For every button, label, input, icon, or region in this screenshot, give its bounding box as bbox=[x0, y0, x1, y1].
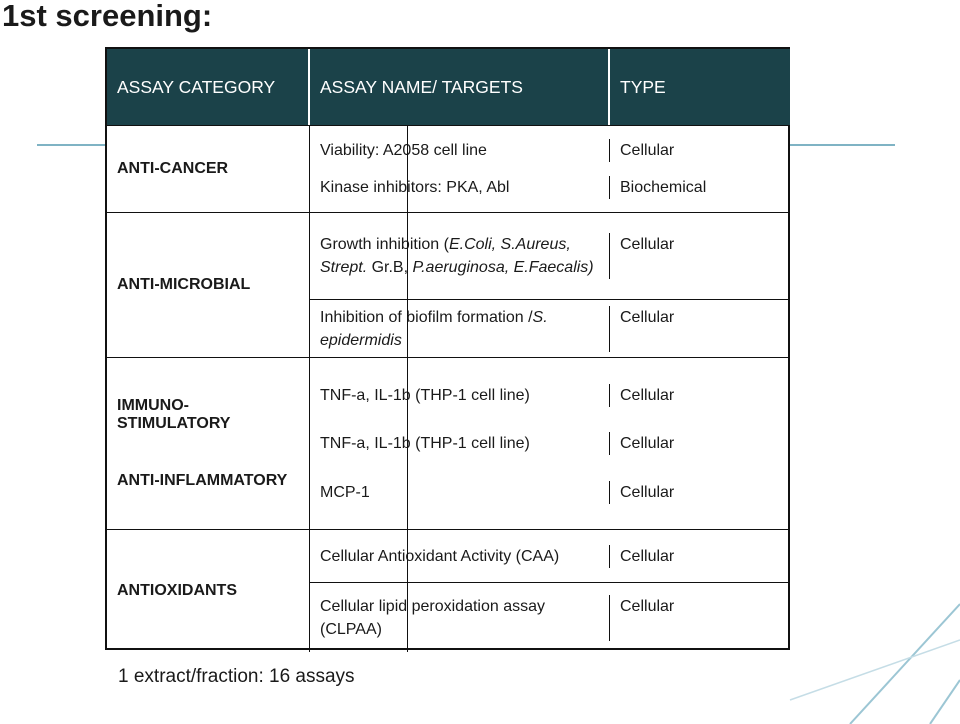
assay-type: Cellular bbox=[620, 547, 675, 565]
assay-name: TNF-a, IL-1b (THP-1 cell line) bbox=[310, 432, 610, 455]
header-cell: ASSAY NAME/ TARGETS bbox=[310, 49, 610, 125]
header-cell: TYPE bbox=[610, 49, 790, 125]
assay-name: Inhibition of biofilm formation /S. epid… bbox=[310, 305, 610, 352]
text-segment: P.aeruginosa, E.Faecalis) bbox=[412, 259, 594, 276]
assay-line: TNF-a, IL-1b (THP-1 cell line) Cellular bbox=[310, 383, 790, 407]
text-segment: Inhibition of biofilm formation / bbox=[320, 308, 533, 326]
deco-line bbox=[929, 679, 960, 724]
assay-name: Kinase inhibitors: PKA, Abl bbox=[310, 175, 610, 199]
title: 1st screening: bbox=[2, 0, 213, 33]
text-segment: Cellular Antioxidant Activity (CAA) bbox=[320, 547, 560, 565]
footer: 1 extract/fraction: 16 assays bbox=[118, 666, 355, 687]
category: ANTI-CANCER bbox=[117, 160, 229, 177]
assay-line: Kinase inhibitors: PKA, Abl Biochemical bbox=[310, 175, 790, 199]
header-cell: ASSAY CATEGORY bbox=[107, 49, 310, 125]
assay-name: MCP-1 bbox=[310, 480, 610, 504]
category-cell: ANTIOXIDANTS bbox=[107, 529, 310, 652]
text-segment: E.Coli, S.Aureus, Strept. bbox=[320, 236, 571, 276]
assay-line: Cellular Antioxidant Activity (CAA) Cellu… bbox=[310, 544, 790, 568]
assay-type: Cellular bbox=[620, 142, 675, 160]
column-divider bbox=[407, 582, 408, 652]
text-segment: S. epidermidis bbox=[320, 308, 548, 349]
category: ANTI-MICROBIAL bbox=[117, 276, 251, 293]
assay-line: Inhibition of biofilm formation /S. epid… bbox=[310, 305, 790, 352]
assay-row: Growth inhibition (E.Coli, S.Aureus, Str… bbox=[310, 212, 790, 299]
assay-type: Cellular bbox=[620, 483, 675, 501]
assay-type: Cellular bbox=[620, 308, 675, 326]
column-divider bbox=[407, 357, 408, 529]
category: ANTIOXIDANTS bbox=[117, 582, 237, 599]
deco-line bbox=[789, 639, 960, 701]
category-cell: IMMUNO-STIMULATORY ANTI-INFLAMMATORY bbox=[107, 357, 310, 529]
assay-line: MCP-1 Cellular bbox=[310, 480, 790, 504]
text-segment: Gr.B, bbox=[367, 259, 413, 276]
assay-name: Cellular lipid peroxidation assay (CLPAA… bbox=[310, 594, 610, 641]
category: IMMUNO-STIMULATORY bbox=[117, 397, 231, 432]
assay-type: Cellular bbox=[620, 597, 675, 615]
category-cell: ANTI-CANCER bbox=[107, 125, 310, 212]
assay-name: Cellular Antioxidant Activity (CAA) bbox=[310, 544, 610, 568]
assay-line: Growth inhibition (E.Coli, S.Aureus, Str… bbox=[310, 233, 790, 279]
assay-line: Cellular lipid peroxidation assay (CLPAA… bbox=[310, 594, 790, 641]
assay-row: Inhibition of biofilm formation /S. epid… bbox=[310, 299, 790, 357]
text-segment: Kinase inhibitors: PKA, Abl bbox=[320, 178, 510, 196]
text-segment: Viability: A2058 cell line bbox=[320, 142, 487, 160]
assay-row: Cellular Antioxidant Activity (CAA) Cellu… bbox=[310, 529, 790, 582]
deco-line bbox=[849, 603, 960, 724]
column-divider bbox=[407, 299, 408, 357]
assay-line: Viability: A2058 cell line Cellular bbox=[310, 139, 790, 163]
column-divider bbox=[407, 125, 408, 212]
assay-type: Cellular bbox=[620, 435, 675, 452]
assay-row: Cellular lipid peroxidation assay (CLPAA… bbox=[310, 582, 790, 652]
assay-row: TNF-a, IL-1b (THP-1 cell line) Cellular TN… bbox=[310, 357, 790, 529]
text-segment: MCP-1 bbox=[320, 483, 370, 501]
category: ANTI-INFLAMMATORY bbox=[117, 472, 288, 489]
text-segment: Cellular lipid peroxidation assay (CLPAA… bbox=[320, 597, 546, 638]
text-segment: TNF-a, IL-1b (THP-1 cell line) bbox=[320, 435, 530, 452]
assay-name: Growth inhibition (E.Coli, S.Aureus, Str… bbox=[310, 233, 610, 279]
assay-name: TNF-a, IL-1b (THP-1 cell line) bbox=[310, 383, 610, 407]
assay-line: TNF-a, IL-1b (THP-1 cell line) Cellular bbox=[310, 432, 790, 455]
assay-type: Cellular bbox=[620, 386, 675, 404]
assay-type: Biochemical bbox=[620, 178, 707, 196]
assay-row: Viability: A2058 cell line Cellular Kinase… bbox=[310, 125, 790, 212]
text-segment: Growth inhibition ( bbox=[320, 236, 449, 253]
column-divider bbox=[407, 212, 408, 299]
category-cell: ANTI-MICROBIAL bbox=[107, 212, 310, 357]
assay-type: Cellular bbox=[620, 236, 675, 253]
text-segment: TNF-a, IL-1b (THP-1 cell line) bbox=[320, 386, 530, 404]
table: ASSAY CATEGORY ASSAY NAME/ TARGETS TYPE ANT… bbox=[105, 47, 790, 652]
column-divider bbox=[407, 529, 408, 582]
assay-name: Viability: A2058 cell line bbox=[310, 139, 610, 163]
